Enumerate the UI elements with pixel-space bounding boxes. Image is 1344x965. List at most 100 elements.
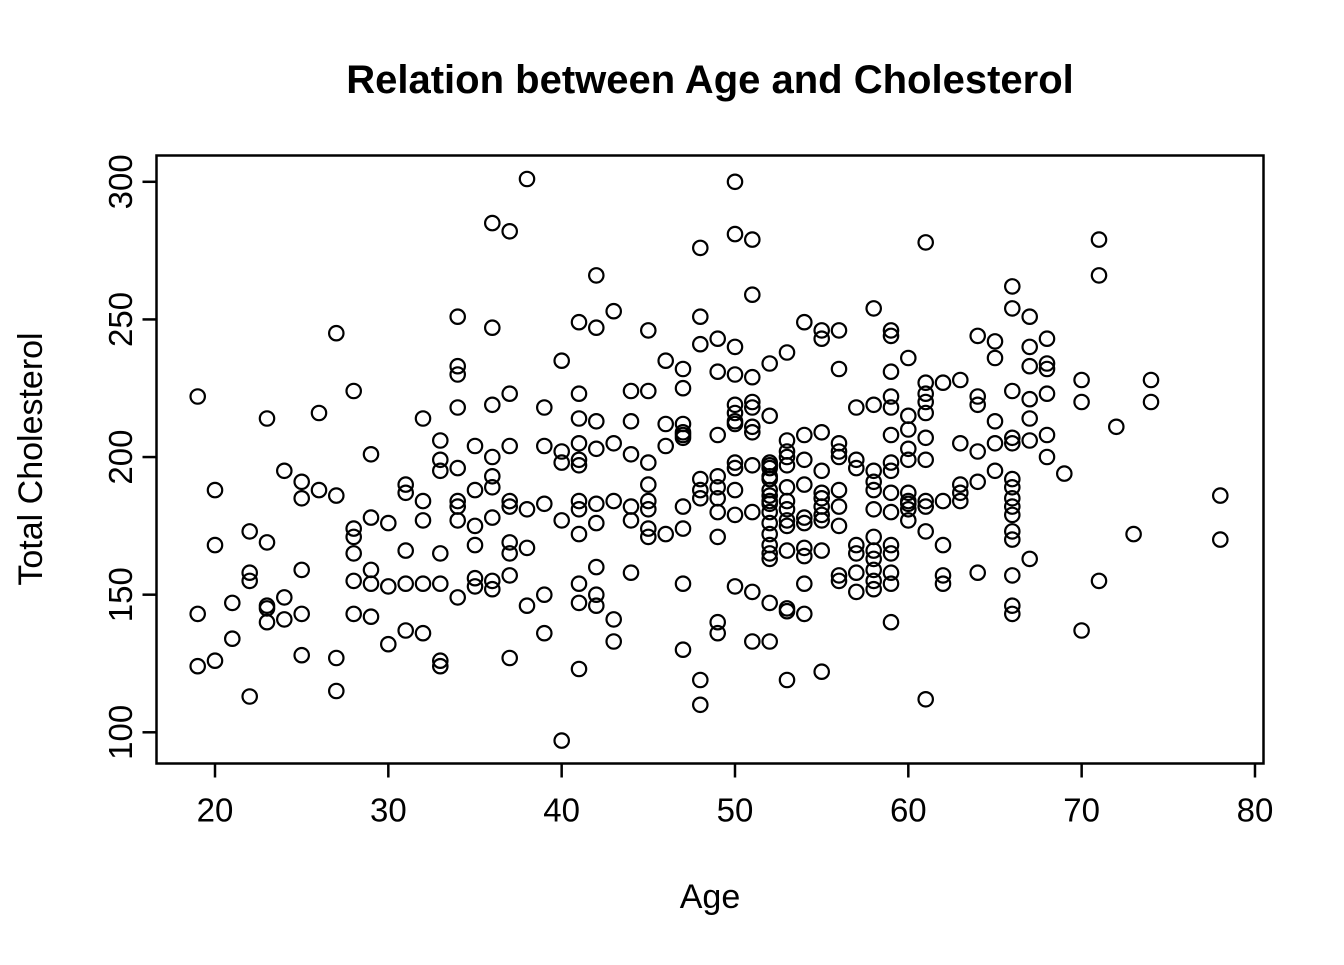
data-point [743, 418, 761, 436]
data-point [899, 484, 917, 502]
data-point [1003, 278, 1021, 295]
data-point [327, 682, 345, 700]
data-point [847, 536, 865, 554]
data-point [1038, 360, 1056, 378]
data-point [1038, 426, 1056, 444]
data-point [813, 542, 830, 559]
x-tick-label: 80 [1237, 792, 1274, 829]
data-point [553, 443, 570, 460]
data-point [743, 423, 761, 441]
data-point [501, 492, 518, 510]
data-point [570, 434, 588, 452]
data-point [189, 388, 206, 405]
data-point [570, 456, 588, 474]
data-point [761, 514, 778, 532]
y-tick-label: 300 [102, 154, 139, 209]
data-point [449, 589, 466, 606]
data-point [761, 495, 778, 513]
data-point [587, 495, 605, 513]
data-point [1003, 478, 1021, 496]
y-tick-label: 150 [102, 567, 139, 622]
data-point [189, 657, 206, 675]
data-point [882, 462, 900, 480]
data-point [501, 649, 518, 667]
data-point [535, 586, 553, 603]
data-point [691, 470, 709, 488]
data-point [1038, 385, 1056, 402]
data-point [483, 319, 501, 336]
data-point [275, 589, 293, 606]
data-point [986, 434, 1004, 452]
data-point [639, 322, 657, 339]
data-point [605, 633, 622, 650]
data-point [899, 500, 917, 518]
data-point [882, 613, 900, 631]
data-point [206, 652, 224, 669]
data-point [917, 429, 934, 447]
data-point [726, 173, 744, 191]
data-point [1021, 338, 1038, 356]
data-point [726, 481, 744, 499]
data-point [761, 487, 778, 504]
data-point [865, 396, 882, 414]
data-point [899, 440, 917, 458]
data-point [761, 545, 778, 562]
data-point [241, 523, 258, 540]
data-point [813, 506, 830, 524]
data-point [449, 512, 466, 529]
data-point [778, 456, 796, 474]
data-point [830, 572, 848, 590]
data-point [830, 322, 848, 339]
data-point [345, 545, 362, 562]
data-point [934, 492, 952, 510]
data-point [431, 575, 449, 592]
y-tick-label: 100 [102, 705, 139, 760]
data-point [483, 467, 501, 485]
data-point [882, 426, 900, 444]
data-point [830, 360, 848, 378]
data-point [899, 349, 917, 367]
data-point [847, 459, 865, 477]
data-point [553, 732, 570, 749]
data-point [813, 489, 830, 507]
y-tick-label: 200 [102, 430, 139, 485]
data-point [449, 399, 466, 416]
data-point [917, 523, 934, 540]
data-point [379, 578, 397, 595]
data-point [969, 473, 986, 491]
data-point [345, 528, 362, 546]
data-point [761, 594, 778, 612]
data-point [1003, 567, 1021, 584]
data-point [466, 569, 484, 587]
data-point [1003, 498, 1021, 515]
data-point [1125, 525, 1142, 543]
data-point [1021, 432, 1038, 449]
data-point [1003, 489, 1021, 507]
data-point [587, 586, 605, 603]
data-point [1142, 371, 1160, 389]
data-point [795, 451, 813, 469]
data-point [587, 412, 605, 430]
data-point [501, 223, 518, 240]
data-point [899, 512, 917, 529]
data-point [570, 594, 588, 612]
data-point [882, 564, 900, 581]
data-point [934, 567, 952, 584]
data-point [951, 371, 969, 389]
data-point [865, 300, 882, 317]
data-point [639, 492, 657, 510]
data-point [466, 517, 484, 535]
x-axis-ticks: 20 30 40 50 60 70 80 [197, 763, 1274, 829]
data-point [865, 561, 882, 579]
data-point [986, 412, 1004, 430]
data-point [726, 338, 744, 356]
data-point [570, 660, 588, 678]
data-point [847, 451, 865, 469]
data-point [397, 622, 414, 639]
data-point [674, 641, 692, 658]
data-point [917, 404, 934, 422]
data-point [709, 624, 726, 642]
y-axis-title: Total Cholesterol [12, 332, 50, 585]
data-point [674, 498, 692, 515]
data-point [414, 410, 432, 427]
